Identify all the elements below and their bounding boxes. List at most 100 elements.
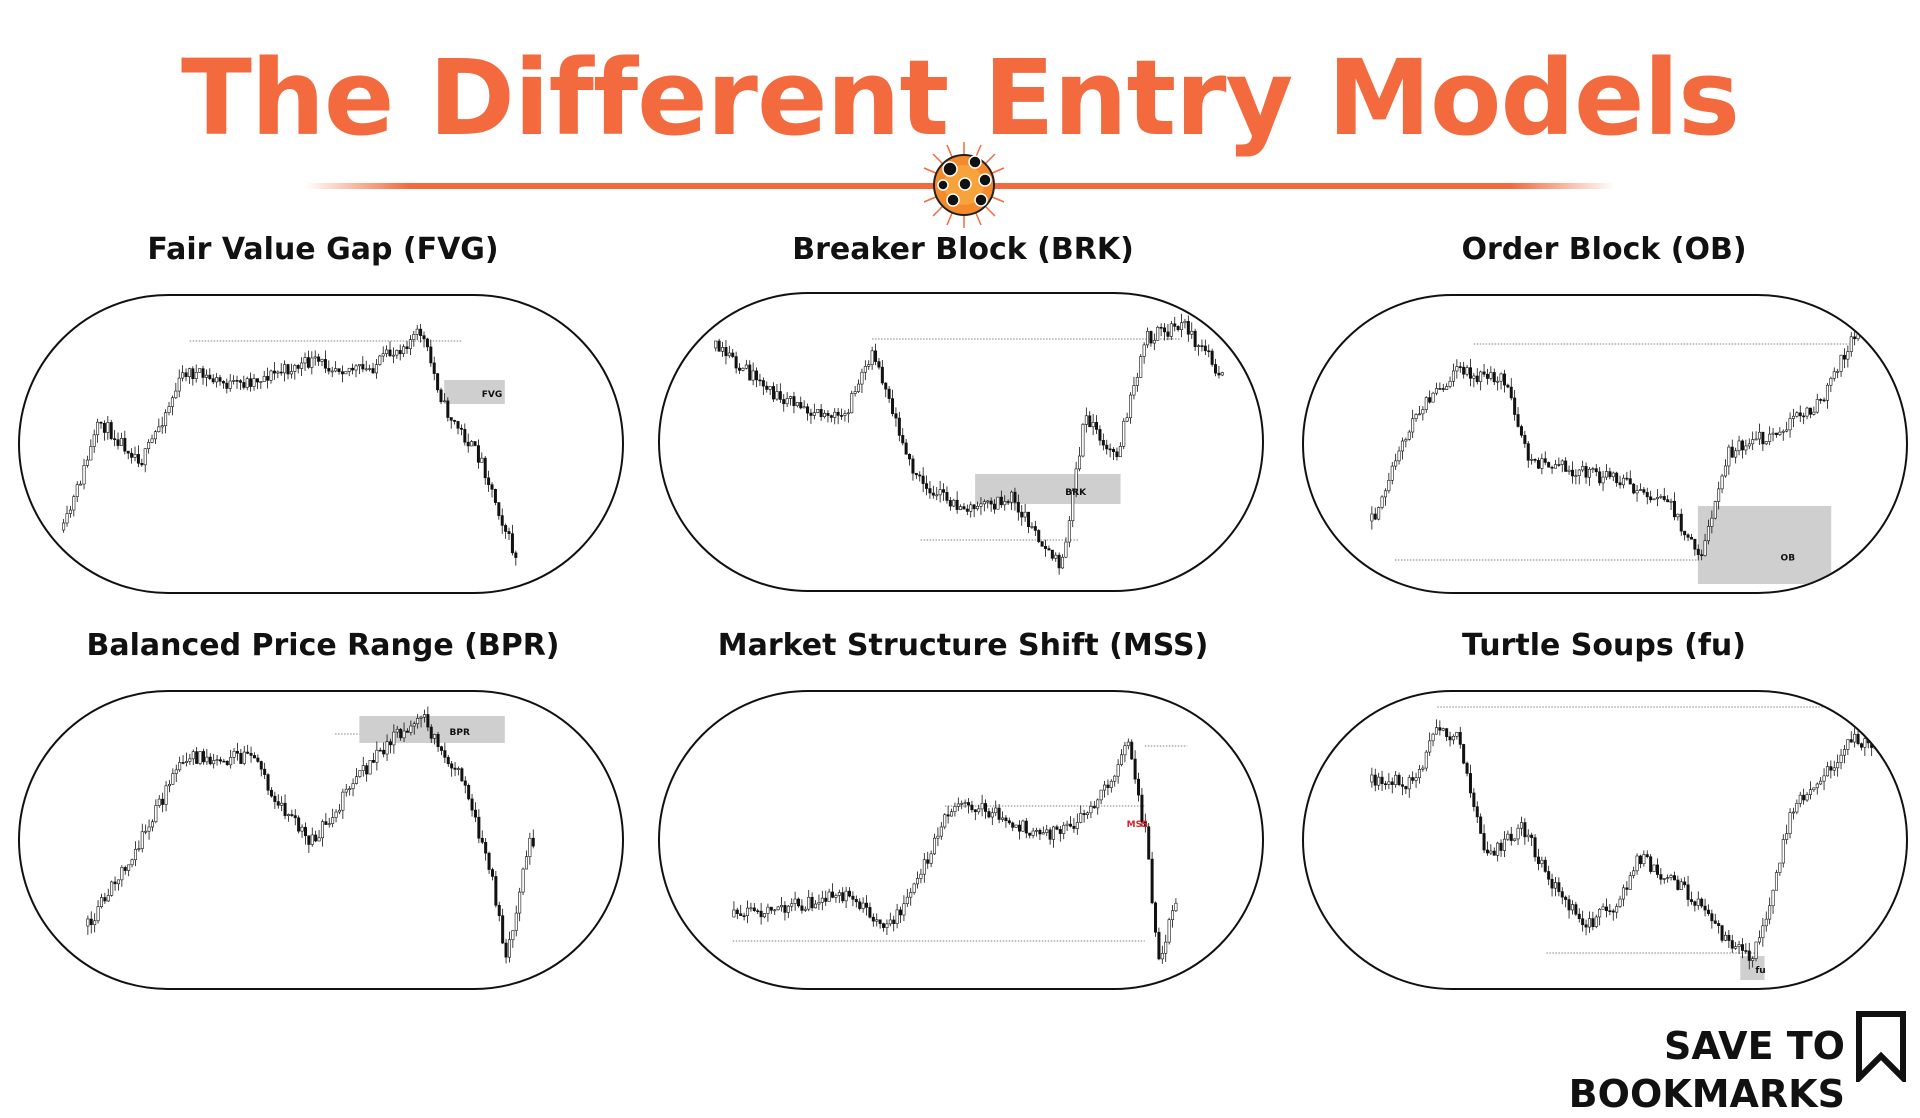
candle-body <box>1105 444 1109 450</box>
candle-body <box>266 774 270 791</box>
candle-body <box>1703 540 1707 556</box>
candle-body <box>882 923 886 928</box>
candle-body <box>1120 754 1124 765</box>
candle-body <box>1383 783 1387 786</box>
candle-body <box>1037 530 1041 542</box>
candle-body <box>854 899 858 903</box>
zone-label: MSS <box>1127 820 1149 830</box>
candle-body <box>388 741 392 746</box>
chart-panel-fvg: FVG <box>18 294 624 594</box>
candle-body <box>323 359 327 369</box>
candle-body <box>310 357 314 368</box>
candle-body <box>140 463 144 466</box>
candle-body <box>249 378 253 387</box>
candle-body <box>1696 548 1700 555</box>
candle-body <box>1853 336 1857 340</box>
candle-body <box>1380 496 1384 508</box>
candle-body <box>1853 733 1857 743</box>
candle-body <box>167 783 171 787</box>
candle-body <box>939 826 943 837</box>
chart-panel-fu: fu <box>1302 690 1908 990</box>
candle-body <box>1798 794 1802 804</box>
candle-body <box>1856 332 1860 340</box>
candle-body <box>755 370 759 381</box>
candle-body <box>827 891 831 902</box>
candle-body <box>1200 345 1204 347</box>
candle-body <box>1564 460 1568 472</box>
candle-body <box>1706 909 1710 914</box>
candle-body <box>1839 354 1843 372</box>
candle-body <box>239 752 243 764</box>
candle-body <box>840 415 844 417</box>
candle-body <box>1713 501 1717 519</box>
candle-body <box>1485 373 1489 379</box>
candle-body <box>1152 339 1156 344</box>
candle-body <box>1417 413 1421 416</box>
candle-body <box>1067 520 1071 543</box>
candle-body <box>735 909 739 914</box>
candle-body <box>748 364 752 381</box>
candle-body <box>330 370 334 373</box>
candle-body <box>911 458 915 474</box>
candle-body <box>1458 366 1462 368</box>
candle-body <box>1703 905 1707 911</box>
candle-body <box>358 770 362 777</box>
candle-body <box>249 753 253 756</box>
candle-body <box>1150 858 1154 904</box>
candle-body <box>963 802 967 804</box>
candle-body <box>507 939 511 958</box>
candle-body <box>1058 829 1062 834</box>
candle-body <box>1465 367 1469 375</box>
candle-body <box>289 371 293 375</box>
candle-body <box>734 356 738 369</box>
candle-body <box>470 798 474 811</box>
candle-body <box>905 896 909 905</box>
candle-body <box>1720 925 1724 941</box>
candle-body <box>1672 875 1676 881</box>
candle-body <box>317 356 321 362</box>
candle-body <box>1061 556 1065 569</box>
candle-body <box>945 492 949 501</box>
candle-body <box>1007 820 1011 824</box>
bookmark-icon[interactable] <box>1855 1010 1907 1082</box>
candle-body <box>914 472 918 476</box>
candle-body <box>1717 488 1721 502</box>
candle-body <box>269 789 273 797</box>
candle-body <box>942 489 946 493</box>
candle-body <box>778 391 782 400</box>
candle-body <box>848 890 852 897</box>
candle-body <box>1710 913 1714 922</box>
candle-body <box>79 483 83 486</box>
candle-body <box>221 381 225 384</box>
zone-label: FVG <box>482 390 503 400</box>
candlestick-chart-fvg: FVG <box>62 323 518 566</box>
candle-body <box>1028 832 1032 836</box>
candle-body <box>399 728 403 739</box>
candle-body <box>1390 781 1394 785</box>
candle-body <box>1482 371 1486 375</box>
candle-body <box>897 417 901 436</box>
candle-body <box>262 376 266 382</box>
candle-body <box>1842 354 1846 360</box>
candle-body <box>354 776 358 784</box>
candle-body <box>1859 326 1863 334</box>
panel-title-bpr: Balanced Price Range (BPR) <box>86 628 560 663</box>
candle-body <box>1496 842 1500 856</box>
candle-body <box>997 807 1001 820</box>
candle-body <box>1075 822 1079 829</box>
candle-body <box>943 814 947 828</box>
candle-body <box>450 763 454 769</box>
candle-body <box>150 821 154 828</box>
candle-body <box>215 759 219 761</box>
candle-body <box>1492 372 1496 383</box>
candle-body <box>1103 784 1107 791</box>
candle-body <box>1081 424 1085 457</box>
candle-body <box>1557 464 1561 466</box>
candle-body <box>990 812 994 818</box>
candle-body <box>229 757 233 766</box>
candle-body <box>385 349 389 354</box>
candle-body <box>1115 451 1119 458</box>
candle-body <box>205 756 209 763</box>
candle-body <box>174 769 178 774</box>
candle-body <box>422 335 426 340</box>
